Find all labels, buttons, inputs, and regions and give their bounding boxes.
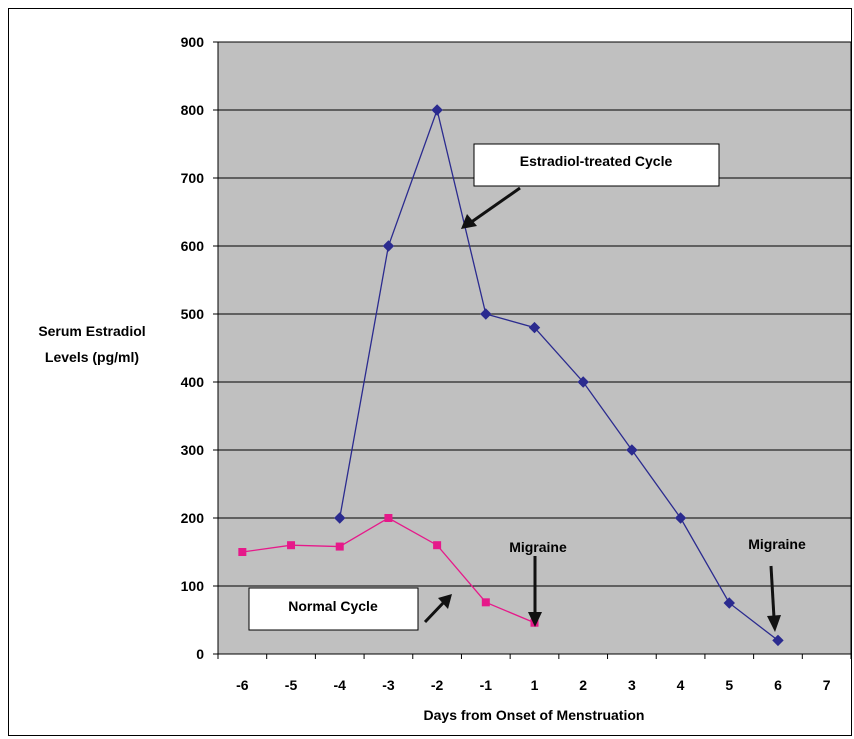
x-tick-label: 4 xyxy=(677,677,685,693)
y-tick-label: 900 xyxy=(181,34,205,50)
migraine-arrow-day-6 xyxy=(769,565,776,619)
x-tick-label: -1 xyxy=(480,677,493,693)
y-tick-label: 400 xyxy=(181,374,205,390)
x-tick-label: -6 xyxy=(236,677,249,693)
x-axis-ticks: -6 -5 -4 -3 -2 -1 1 2 3 4 5 6 7 xyxy=(217,654,852,693)
x-tick-label: 1 xyxy=(531,677,539,693)
data-point-normal xyxy=(287,541,296,550)
y-tick-label: 800 xyxy=(181,102,205,118)
x-tick-label: -2 xyxy=(431,677,444,693)
x-axis-title: Days from Onset of Menstruation xyxy=(424,707,645,723)
y-tick-label: 700 xyxy=(181,170,205,186)
estradiol-callout-arrow xyxy=(469,186,521,225)
data-point-normal xyxy=(433,541,442,550)
data-point-estradiol-treated xyxy=(382,240,395,252)
estradiol-callout-box xyxy=(473,143,720,187)
y-tick-label: 200 xyxy=(181,510,205,526)
y-tick-label: 500 xyxy=(181,306,205,322)
series-layer xyxy=(238,104,784,647)
data-point-estradiol-treated xyxy=(334,512,346,524)
x-tick-label: 7 xyxy=(823,677,831,693)
series-line-estradiol-treated xyxy=(339,107,779,641)
migraine-arrowhead-day-1 xyxy=(528,612,542,627)
grid-lines xyxy=(218,109,851,587)
migraine-label-day-1: Migraine xyxy=(509,539,567,555)
x-tick-label: -5 xyxy=(285,677,298,693)
data-point-estradiol-treated xyxy=(723,597,735,609)
data-point-normal xyxy=(384,514,393,522)
y-tick-label: 100 xyxy=(181,578,205,594)
data-point-estradiol-treated xyxy=(674,512,687,524)
data-point-estradiol-treated xyxy=(431,104,443,116)
data-point-estradiol-treated xyxy=(577,376,589,388)
y-axis-title-line-1: Serum Estradiol xyxy=(38,323,145,339)
normal-callout-box xyxy=(248,587,419,631)
y-tick-label: 600 xyxy=(181,238,205,254)
estradiol-callout-arrowhead xyxy=(461,214,477,229)
migraine-arrowhead-day-6 xyxy=(767,615,781,632)
data-point-estradiol-treated xyxy=(528,321,541,334)
data-point-normal xyxy=(335,542,344,551)
x-tick-label: 3 xyxy=(628,677,636,693)
data-point-normal xyxy=(238,548,247,556)
normal-callout-arrowhead xyxy=(438,594,452,609)
x-tick-label: -3 xyxy=(382,677,395,693)
x-tick-label: 5 xyxy=(725,677,733,693)
data-point-estradiol-treated xyxy=(772,634,784,647)
x-tick-label: 6 xyxy=(774,677,782,693)
normal-callout-label: Normal Cycle xyxy=(288,598,378,614)
y-axis-title-line-2: Levels (pg/ml) xyxy=(45,349,139,365)
x-tick-label: -4 xyxy=(334,677,347,693)
data-point-estradiol-treated xyxy=(626,444,638,456)
x-tick-label: 2 xyxy=(579,677,587,693)
y-axis-ticks: 0 100 200 300 400 500 600 700 800 900 xyxy=(181,34,218,662)
y-tick-label: 0 xyxy=(196,646,204,662)
estradiol-callout-label: Estradiol-treated Cycle xyxy=(520,153,673,169)
migraine-label-day-6: Migraine xyxy=(748,536,806,552)
data-point-estradiol-treated xyxy=(480,308,492,320)
y-tick-label: 300 xyxy=(181,442,205,458)
data-point-normal xyxy=(481,598,490,607)
normal-callout-arrow xyxy=(423,599,447,624)
